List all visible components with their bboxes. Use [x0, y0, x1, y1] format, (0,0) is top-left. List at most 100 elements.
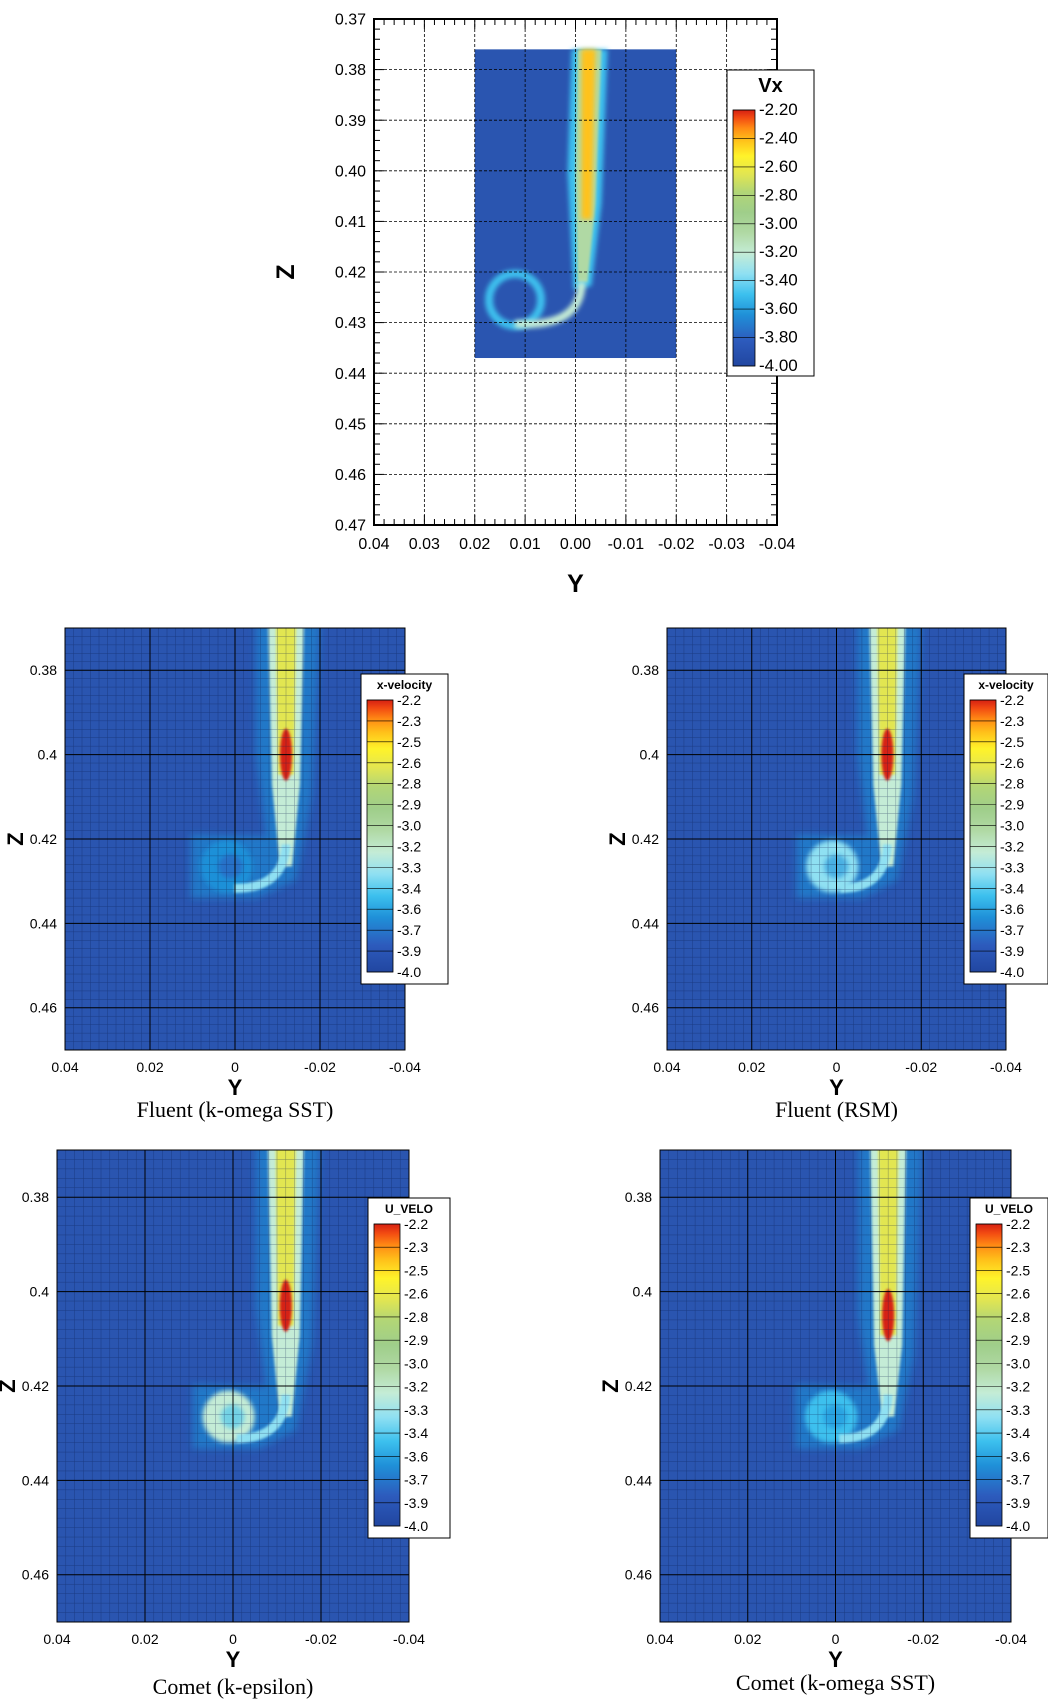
legend-level-label: -3.00: [759, 214, 798, 233]
vortex-core: [218, 854, 243, 879]
y-tick-label: 0.46: [335, 467, 366, 484]
legend-level-label: -2.8: [397, 776, 421, 792]
legend: x-velocity-2.2 -2.3 -2.5 -2.6 -2.8 -2.9 -3.0 -3…: [360, 673, 449, 985]
y-tick-label: 0.44: [632, 915, 659, 931]
legend-level-label: -2.6: [1006, 1286, 1030, 1302]
chart-comet-ke: 0.04 0.02 0 -0.02 -0.04 0.38 0.4 0.42 0.44 0.46 Y Z…: [0, 1149, 451, 1699]
x-tick-label: -0.04: [759, 536, 796, 553]
x-tick-label: 0.04: [358, 536, 389, 553]
x-tick-label: 0: [229, 1631, 237, 1647]
vortex-arm: [234, 844, 291, 893]
legend-level-label: -3.40: [759, 271, 798, 290]
legend-level-label: -3.2: [397, 838, 421, 854]
field-features: [485, 49, 608, 330]
legend-title: x-velocity: [377, 678, 433, 692]
x-tick-label: 0.04: [653, 1059, 680, 1075]
legend-level-label: -2.3: [404, 1239, 428, 1255]
legend-level-label: -3.0: [1000, 818, 1024, 834]
y-tick-label: 0.38: [335, 62, 366, 79]
x-tick-label: 0.02: [136, 1059, 163, 1075]
legend-title: Vx: [758, 75, 782, 97]
legend-level-label: -3.3: [1000, 859, 1024, 875]
legend-level-label: -2.5: [404, 1262, 428, 1278]
x-axis-label: Y: [228, 1075, 243, 1100]
legend-level-label: -2.6: [404, 1286, 428, 1302]
y-tick-label: 0.4: [633, 1284, 653, 1300]
y-tick-label: 0.44: [30, 915, 57, 931]
x-axis-label: Y: [829, 1075, 844, 1100]
y-tick-label: 0.4: [640, 747, 660, 763]
legend-level-label: -3.4: [1000, 880, 1024, 896]
legend: x-velocity-2.2 -2.3 -2.5 -2.6 -2.8 -2.9 -3.0 -3…: [963, 673, 1048, 985]
vortex-arm: [840, 844, 892, 893]
y-tick-label: 0.37: [335, 12, 366, 29]
legend-title: U_VELO: [985, 1202, 1033, 1216]
legend-level-label: -3.6: [1006, 1448, 1030, 1464]
jet-inner: [276, 628, 296, 775]
x-tick-label: -0.04: [990, 1059, 1022, 1075]
x-tick-label: 0.02: [131, 1631, 158, 1647]
legend-level-label: -3.9: [1006, 1495, 1030, 1511]
y-tick-label: 0.42: [625, 1378, 652, 1394]
legend-title: U_VELO: [385, 1202, 433, 1216]
legend-level-label: -3.9: [1000, 943, 1024, 959]
y-tick-label: 0.38: [625, 1189, 652, 1205]
colorbar: [969, 699, 997, 973]
x-tick-label: 0: [231, 1059, 239, 1075]
x-tick-label: 0.02: [738, 1059, 765, 1075]
y-tick-label: 0.46: [632, 1000, 659, 1016]
jet-peak: [279, 1279, 292, 1332]
y-tick-label: 0.4: [30, 1284, 50, 1300]
y-tick-label: 0.38: [632, 662, 659, 678]
y-tick-label: 0.44: [22, 1472, 49, 1488]
legend-level-label: -2.40: [759, 128, 798, 147]
y-tick-label: 0.4: [38, 747, 58, 763]
legend-level-label: -4.0: [1006, 1518, 1030, 1534]
y-tick-label: 0.46: [22, 1567, 49, 1583]
legend-level-label: -3.9: [397, 943, 421, 959]
jet-peak: [882, 1289, 895, 1342]
legend-level-label: -2.8: [1000, 776, 1024, 792]
legend-level-label: -3.80: [759, 328, 798, 347]
y-tick-label: 0.40: [335, 163, 366, 180]
x-tick-label: -0.04: [393, 1631, 425, 1647]
legend-level-label: -3.9: [404, 1495, 428, 1511]
legend-level-label: -3.60: [759, 299, 798, 318]
legend-level-label: -3.2: [1000, 838, 1024, 854]
legend-level-label: -3.3: [404, 1402, 428, 1418]
legend-level-label: -3.4: [397, 880, 421, 896]
legend-level-label: -4.00: [759, 356, 798, 375]
jet-inner: [275, 1150, 296, 1326]
legend-level-label: -2.2: [1006, 1216, 1030, 1232]
vortex-tail: [514, 281, 586, 329]
y-tick-label: 0.39: [335, 113, 366, 130]
y-tick-label: 0.44: [625, 1472, 652, 1488]
legend-level-label: -2.6: [1000, 755, 1024, 771]
x-tick-label: -0.01: [608, 536, 645, 553]
legend-level-label: -2.5: [1000, 734, 1024, 750]
colorbar: [373, 1223, 401, 1527]
x-tick-label: -0.03: [708, 536, 745, 553]
y-tick-label: 0.43: [335, 315, 366, 332]
y-axis-label: Z: [272, 264, 300, 279]
legend-level-label: -2.9: [404, 1332, 428, 1348]
vortex-arm: [838, 1394, 893, 1444]
x-tick-label: 0: [833, 1059, 841, 1075]
legend-level-label: -2.5: [397, 734, 421, 750]
legend: U_VELO-2.2 -2.3 -2.5 -2.6 -2.8 -2.9 -3.0 -3.2 -3…: [969, 1197, 1048, 1539]
legend-level-label: -3.7: [1006, 1472, 1030, 1488]
jet-inner: [877, 628, 898, 775]
chart-experiment: 0.04 0.03 0.02 0.01 0.00 -0.01 -0.02 -0.03 -0.04…: [272, 12, 815, 598]
legend-level-label: -3.4: [404, 1425, 428, 1441]
legend-level-label: -3.0: [397, 818, 421, 834]
x-tick-label: 0.00: [560, 536, 591, 553]
x-tick-label: 0.01: [510, 536, 541, 553]
x-tick-label: -0.04: [389, 1059, 421, 1075]
legend-level-label: -3.20: [759, 242, 798, 261]
y-tick-label: 0.38: [22, 1189, 49, 1205]
legend-level-label: -2.6: [397, 755, 421, 771]
x-tick-label: 0.04: [646, 1631, 673, 1647]
legend-level-label: -3.7: [1000, 922, 1024, 938]
legend-level-label: -2.9: [397, 797, 421, 813]
